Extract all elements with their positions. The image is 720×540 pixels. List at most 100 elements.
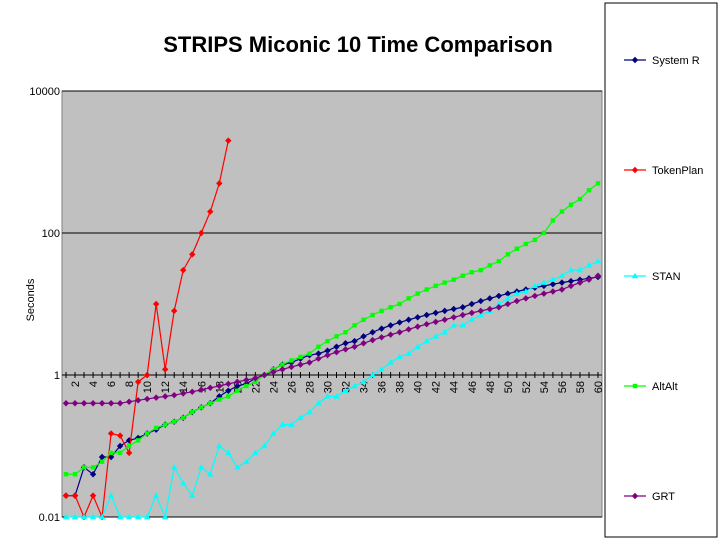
data-point bbox=[567, 266, 575, 273]
chart-title: STRIPS Miconic 10 Time Comparison bbox=[163, 32, 553, 57]
data-point bbox=[388, 305, 393, 310]
data-point bbox=[477, 311, 484, 318]
data-point bbox=[558, 272, 566, 278]
data-point bbox=[243, 458, 250, 464]
legend-label: AltAlt bbox=[652, 381, 678, 393]
data-point bbox=[550, 218, 556, 223]
x-tick-label: 58 bbox=[575, 381, 587, 393]
data-point bbox=[631, 492, 639, 500]
x-tick-label: 8 bbox=[124, 381, 136, 387]
data-point bbox=[143, 513, 151, 520]
data-point bbox=[631, 272, 639, 279]
data-point bbox=[414, 314, 421, 321]
data-point bbox=[134, 513, 142, 520]
x-tick-label: 42 bbox=[431, 381, 443, 393]
data-point bbox=[143, 371, 151, 379]
x-tick-label: 2 bbox=[70, 381, 82, 387]
data-point bbox=[342, 340, 349, 347]
data-point bbox=[433, 283, 438, 289]
data-point bbox=[297, 414, 304, 420]
data-point bbox=[261, 442, 268, 449]
data-point bbox=[315, 400, 322, 406]
x-tick-label: 50 bbox=[503, 381, 515, 393]
legend-label: System R bbox=[652, 55, 700, 67]
data-point bbox=[594, 258, 602, 264]
data-point bbox=[567, 277, 575, 285]
series-altalt bbox=[63, 181, 601, 477]
legend-label: TokenPlan bbox=[652, 165, 703, 177]
x-tick-label: 46 bbox=[467, 381, 479, 393]
data-point bbox=[559, 209, 565, 214]
data-point bbox=[486, 295, 493, 302]
data-point bbox=[307, 351, 312, 356]
data-point bbox=[432, 333, 439, 339]
data-point bbox=[288, 421, 295, 427]
data-point bbox=[198, 464, 205, 470]
data-point bbox=[89, 471, 97, 478]
data-point bbox=[549, 281, 557, 288]
data-point bbox=[134, 397, 142, 404]
data-point bbox=[360, 340, 367, 347]
x-tick-label: 28 bbox=[304, 381, 316, 393]
data-point bbox=[143, 395, 151, 403]
data-point bbox=[532, 237, 538, 243]
data-point bbox=[226, 394, 231, 399]
data-point bbox=[116, 513, 124, 520]
data-point bbox=[505, 252, 511, 257]
data-point bbox=[514, 246, 520, 251]
data-point bbox=[279, 421, 286, 427]
data-point bbox=[80, 513, 88, 520]
data-point bbox=[540, 279, 548, 285]
series-line bbox=[66, 260, 599, 520]
data-point bbox=[441, 316, 448, 323]
x-tick-label: 44 bbox=[449, 381, 461, 393]
data-point bbox=[424, 287, 429, 292]
data-point bbox=[351, 337, 358, 345]
data-point bbox=[496, 259, 502, 264]
data-point bbox=[432, 309, 439, 317]
y-tick-label: 0.01 bbox=[39, 512, 60, 524]
data-point bbox=[207, 208, 214, 215]
data-point bbox=[468, 309, 475, 317]
data-point bbox=[477, 297, 484, 305]
data-point bbox=[98, 453, 106, 461]
data-point bbox=[387, 322, 394, 329]
data-point bbox=[513, 290, 521, 296]
data-point bbox=[450, 314, 457, 321]
data-point bbox=[80, 400, 88, 407]
data-point bbox=[361, 317, 366, 322]
data-point bbox=[161, 513, 169, 520]
data-point bbox=[342, 387, 349, 393]
data-point bbox=[225, 137, 232, 144]
legend-box bbox=[604, 2, 718, 538]
y-tick-label: 10000 bbox=[29, 86, 60, 98]
data-point bbox=[495, 304, 503, 311]
data-point bbox=[116, 400, 124, 407]
data-point bbox=[478, 267, 483, 273]
data-point bbox=[405, 350, 412, 356]
data-point bbox=[334, 334, 339, 339]
data-point bbox=[125, 398, 133, 405]
data-point bbox=[396, 353, 403, 360]
data-point bbox=[369, 336, 376, 344]
data-point bbox=[62, 492, 70, 499]
data-point bbox=[217, 397, 222, 402]
data-point bbox=[89, 492, 97, 499]
series-group bbox=[62, 137, 602, 521]
data-point bbox=[324, 347, 331, 354]
legend-label: STAN bbox=[652, 271, 681, 283]
data-point bbox=[134, 378, 142, 386]
x-tick-label: 10 bbox=[142, 381, 154, 393]
data-point bbox=[161, 393, 169, 400]
data-point bbox=[261, 371, 268, 379]
data-point bbox=[487, 263, 492, 268]
data-point bbox=[576, 266, 584, 273]
data-point bbox=[152, 300, 160, 308]
x-tick-label: 6 bbox=[106, 381, 118, 387]
data-point bbox=[190, 409, 195, 415]
data-point bbox=[568, 202, 574, 207]
data-point bbox=[244, 383, 249, 389]
x-tick-label: 30 bbox=[322, 381, 334, 393]
x-tick-label: 48 bbox=[485, 381, 497, 393]
data-point bbox=[333, 348, 340, 356]
